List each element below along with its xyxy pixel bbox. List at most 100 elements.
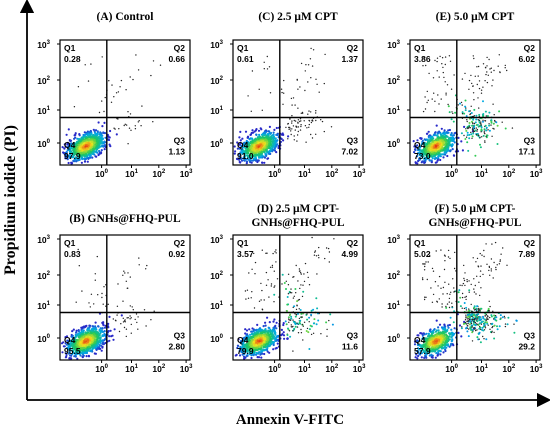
y-tick-label: 100 <box>210 334 223 344</box>
data-point <box>260 356 263 359</box>
data-point <box>72 156 75 159</box>
data-point <box>95 148 98 151</box>
data-point <box>303 120 305 122</box>
data-point <box>289 319 292 321</box>
data-point <box>79 147 82 150</box>
data-point <box>296 140 298 142</box>
data-point <box>296 305 298 307</box>
data-point <box>107 138 111 142</box>
data-point <box>283 282 286 284</box>
data-point <box>472 123 474 125</box>
data-point <box>453 132 456 135</box>
data-point <box>287 273 290 275</box>
data-point <box>466 120 468 123</box>
data-point <box>234 150 237 153</box>
data-point <box>86 160 89 163</box>
data-point <box>297 332 300 334</box>
data-point <box>107 303 110 305</box>
data-point <box>274 251 276 253</box>
data-point <box>122 300 124 302</box>
data-point <box>419 332 422 335</box>
data-point <box>272 336 275 339</box>
data-point <box>441 139 444 142</box>
data-point <box>267 279 269 281</box>
data-point <box>317 254 320 256</box>
data-point <box>449 60 452 62</box>
data-point <box>101 292 103 295</box>
data-point <box>257 137 260 140</box>
data-point <box>103 132 107 135</box>
x-tick-label: 102 <box>152 169 165 179</box>
data-point <box>93 139 96 142</box>
data-point <box>435 124 438 127</box>
data-point <box>77 86 80 88</box>
data-point <box>145 325 147 327</box>
data-point <box>237 153 240 156</box>
data-point <box>75 160 78 163</box>
data-point <box>242 355 246 358</box>
data-point <box>282 322 285 325</box>
data-point <box>485 135 487 138</box>
data-point <box>468 122 471 124</box>
data-point <box>481 113 484 116</box>
data-point <box>297 126 300 128</box>
data-point <box>100 349 103 352</box>
data-point <box>430 146 433 149</box>
data-point <box>260 155 263 158</box>
data-point <box>95 330 98 333</box>
data-point <box>89 337 93 340</box>
data-point <box>264 343 267 347</box>
data-point <box>291 122 293 124</box>
data-point <box>266 331 270 334</box>
data-point <box>269 131 273 135</box>
data-point <box>84 325 87 328</box>
data-point <box>124 123 127 126</box>
data-point <box>264 328 267 331</box>
data-point <box>255 344 258 347</box>
data-point <box>443 148 446 151</box>
data-point <box>83 151 86 154</box>
panel-4: (B) GNHs@FHQ-PULQ10.83Q20.92Q32.80Q495.5… <box>37 213 193 374</box>
panel-title: (C) 2.5 μM CPT <box>258 11 338 23</box>
panel-1: (A) ControlQ10.28Q20.66Q31.13Q497.910010… <box>37 11 193 179</box>
data-point <box>134 318 136 321</box>
data-point <box>290 133 292 136</box>
data-point <box>75 335 78 338</box>
data-point <box>266 338 269 341</box>
data-point <box>108 315 111 318</box>
data-point <box>88 154 91 157</box>
data-point <box>257 159 260 162</box>
data-point <box>253 154 256 157</box>
data-point <box>477 65 480 68</box>
data-point <box>488 123 490 125</box>
data-point <box>480 129 483 132</box>
data-point <box>482 100 484 103</box>
data-point <box>480 126 483 129</box>
data-point <box>323 82 325 85</box>
data-point <box>302 290 305 293</box>
data-point <box>101 321 104 324</box>
data-point <box>306 313 308 315</box>
data-point <box>260 282 262 285</box>
data-point <box>63 143 66 146</box>
data-point <box>308 110 310 112</box>
data-point <box>474 129 477 132</box>
data-point <box>101 327 104 330</box>
data-point <box>488 58 490 61</box>
data-point <box>437 131 440 134</box>
data-point <box>103 286 105 288</box>
data-point <box>255 328 258 331</box>
data-point <box>253 140 256 143</box>
data-point <box>476 66 478 68</box>
data-point <box>262 331 265 334</box>
data-point <box>496 143 499 145</box>
data-point <box>444 81 446 83</box>
data-point <box>465 129 468 132</box>
data-point <box>299 287 301 290</box>
data-point <box>108 80 110 82</box>
data-point <box>331 323 334 326</box>
data-point <box>451 111 453 113</box>
x-tick-label: 102 <box>325 169 338 179</box>
data-point <box>311 65 314 67</box>
data-point <box>286 337 289 340</box>
